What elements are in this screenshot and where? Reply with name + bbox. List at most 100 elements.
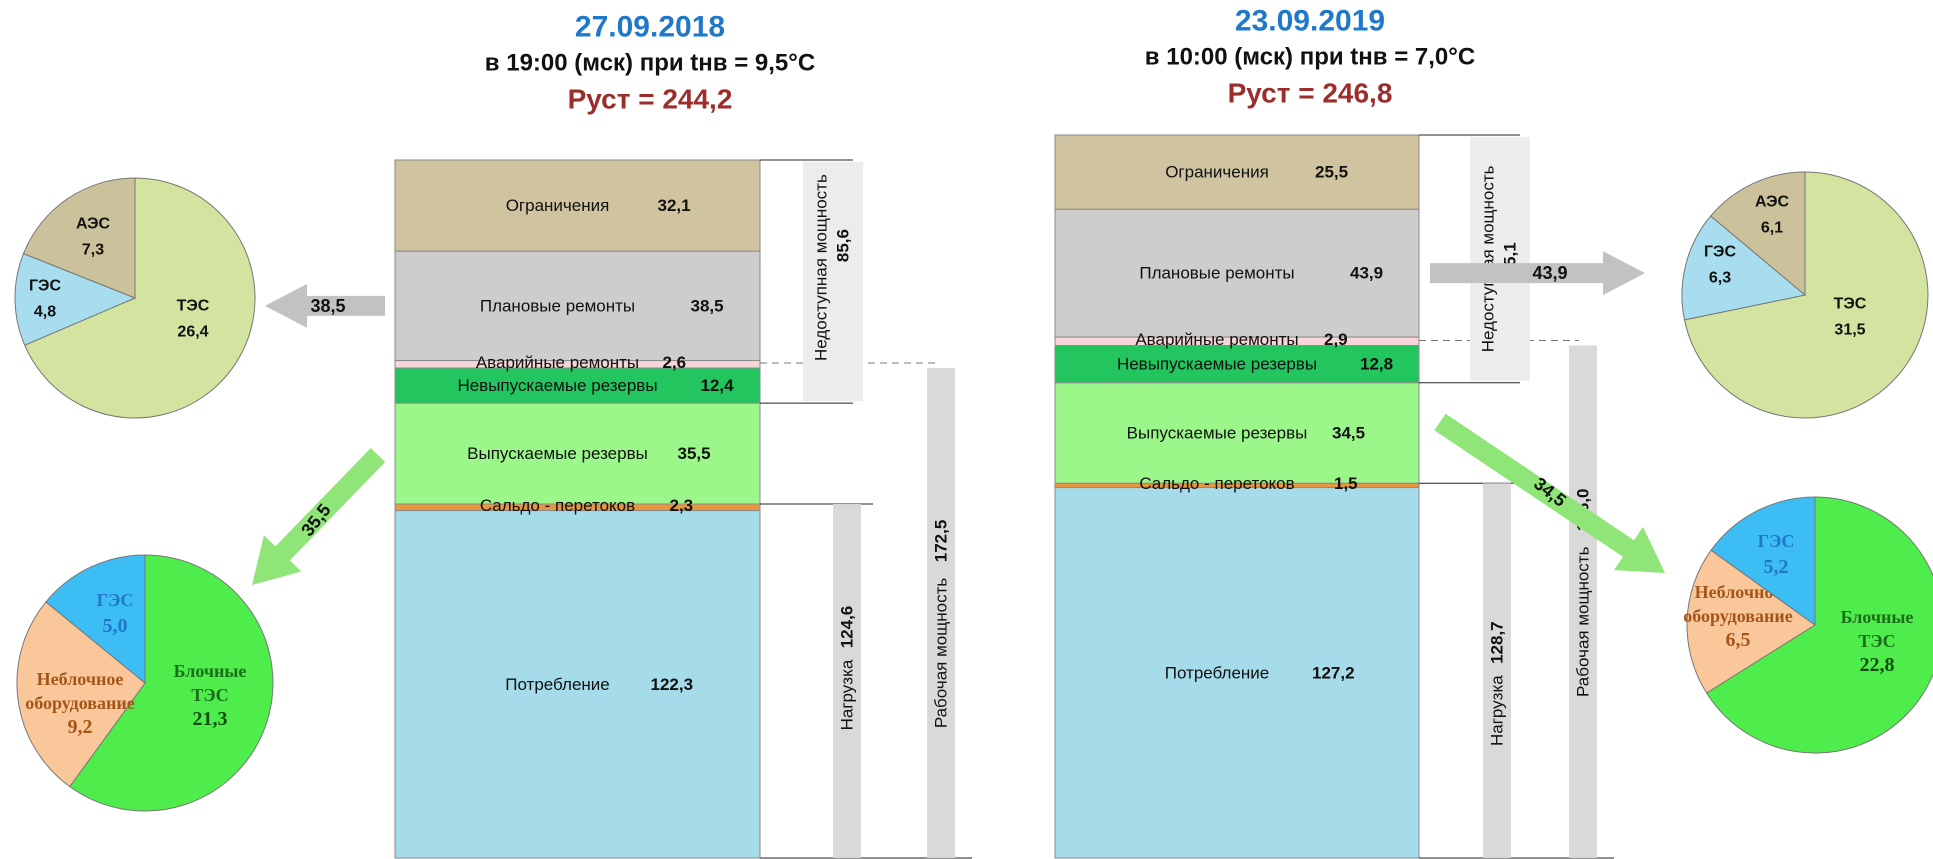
bracket-bar-load <box>833 504 861 858</box>
bracket-bar-working <box>927 367 955 858</box>
pie-value-1-1-0: 22,8 <box>1860 654 1895 676</box>
bracket-value-working: 172,5 <box>932 520 951 563</box>
green-arrow-reserves <box>1434 413 1665 573</box>
pie-value-1-1-1: 6,5 <box>1726 629 1751 651</box>
pie-value-0-0-0: 26,4 <box>177 324 208 341</box>
bar-label-1-3: Невыпускаемые резервы <box>1117 355 1317 374</box>
pie-label-1-1-0-0: Блочные <box>1841 607 1914 627</box>
chart-subtitle: в 19:00 (мск) при tнв = 9,5°С <box>485 50 815 77</box>
bar-segment-1-4 <box>1054 382 1420 484</box>
bracket-value-unavailable: 85,6 <box>834 229 853 262</box>
bracket-label-working: Рабочая мощность <box>932 578 951 729</box>
pie-slice-1-0-0 <box>1683 171 1929 419</box>
pie-slice-0-1-2 <box>45 554 146 685</box>
pie-slice-1-0-2 <box>1709 171 1806 297</box>
bar-label-1-2: Аварийные ремонты <box>1135 330 1298 349</box>
bracket-label-unavailable: Недоступная мощность <box>1479 165 1498 352</box>
bar-value-1-0: 25,5 <box>1315 163 1348 182</box>
pie-label-1-1-1-1: оборудование <box>1683 606 1793 626</box>
pie-value-0-1-2: 5,0 <box>103 615 128 637</box>
pie-value-0-0-2: 7,3 <box>82 242 104 259</box>
bar-label-1-6: Потребление <box>1165 663 1270 682</box>
bar-segment-0-1 <box>394 250 761 362</box>
bar-label-0-5: Сальдо - перетоков <box>480 496 635 515</box>
gray-arrow-value: 43,9 <box>1532 263 1567 283</box>
bracket-label-load: Нагрузка <box>838 659 857 730</box>
bracket-bar-unavailable <box>1470 137 1530 381</box>
bar-value-0-1: 38,5 <box>691 296 724 315</box>
pie-slice-0-1-1 <box>16 601 146 788</box>
bar-value-1-1: 43,9 <box>1350 264 1383 283</box>
bar-value-1-4: 34,5 <box>1332 424 1365 443</box>
pie-slice-1-1-0 <box>1705 496 1933 754</box>
pie-value-1-0-0: 31,5 <box>1834 322 1865 339</box>
bar-value-1-2: 2,9 <box>1324 330 1348 349</box>
bracket-label-load: Нагрузка <box>1488 675 1507 746</box>
bar-label-0-2: Аварийные ремонты <box>476 353 639 372</box>
pie-slice-1-1-1 <box>1686 549 1816 694</box>
pie-label-1-0-0: ТЭС <box>1834 296 1867 313</box>
panel-2019: 23.09.2019 в 10:00 (мск) при tнв = 7,0°С Р… <box>1054 5 1933 859</box>
pie-label-1-0-1: ГЭС <box>1704 244 1736 261</box>
installed-capacity-label: Руст = 244,2 <box>568 84 733 115</box>
bracket-bar-load <box>1483 483 1511 858</box>
pie-label-0-1-1-0: Неблочное <box>37 669 124 689</box>
pie-value-1-0-1: 6,3 <box>1709 270 1731 287</box>
bar-value-0-5: 2,3 <box>670 496 694 515</box>
pie-slice-0-0-1 <box>14 252 137 346</box>
bar-label-1-4: Выпускаемые резервы <box>1127 424 1308 443</box>
bar-value-0-4: 35,5 <box>678 444 711 463</box>
bar-label-0-1: Плановые ремонты <box>480 296 635 315</box>
bracket-label-unavailable: Недоступная мощность <box>812 174 831 361</box>
pie-value-1-0-2: 6,1 <box>1761 220 1783 237</box>
gray-arrow-repairs <box>265 283 385 328</box>
pie-slice-0-0-2 <box>22 177 136 299</box>
bracket-label-working: Рабочая мощность <box>1574 546 1593 697</box>
pie-value-0-1-1: 9,2 <box>68 716 93 738</box>
bar-value-0-3: 12,4 <box>701 376 735 395</box>
pie-label-0-0-0: ТЭС <box>177 298 210 315</box>
bar-value-1-5: 1,5 <box>1334 474 1358 493</box>
pie-label-0-1-0-0: Блочные <box>174 661 247 681</box>
pie-label-0-1-1-1: оборудование <box>25 693 135 713</box>
panel-2018: 27.09.2018 в 19:00 (мск) при tнв = 9,5°С Р… <box>14 11 972 859</box>
chart-subtitle: в 10:00 (мск) при tнв = 7,0°С <box>1145 44 1475 71</box>
bar-segment-0-6 <box>394 510 761 859</box>
bracket-value-load: 124,6 <box>838 606 857 649</box>
gray-arrow-repairs <box>1430 251 1645 296</box>
bar-label-0-0: Ограничения <box>506 196 610 215</box>
pie-value-0-1-0: 21,3 <box>193 708 228 730</box>
bar-segment-0-4 <box>394 402 761 505</box>
bar-segment-1-1 <box>1054 208 1420 338</box>
pie-label-1-1-2: ГЭС <box>1758 531 1795 551</box>
bar-label-0-4: Выпускаемые резервы <box>467 444 648 463</box>
bar-value-0-2: 2,6 <box>663 353 687 372</box>
green-arrow-reserves <box>252 448 386 585</box>
bar-segment-0-0 <box>394 159 761 252</box>
pie-label-0-0-2: АЭС <box>76 216 111 233</box>
bar-value-1-3: 12,8 <box>1360 355 1393 374</box>
bracket-bar-working <box>1569 345 1597 858</box>
bar-label-0-6: Потребление <box>505 675 610 694</box>
bar-label-1-1: Плановые ремонты <box>1139 264 1294 283</box>
pie-label-0-1-2: ГЭС <box>97 590 134 610</box>
pie-value-0-0-1: 4,8 <box>34 304 56 321</box>
bar-value-0-6: 122,3 <box>651 675 694 694</box>
chart-date-title: 27.09.2018 <box>575 11 725 44</box>
installed-capacity-label: Руст = 246,8 <box>1228 78 1393 109</box>
bar-value-0-0: 32,1 <box>658 196 691 215</box>
bar-value-1-6: 127,2 <box>1312 663 1355 682</box>
bracket-value-load: 128,7 <box>1488 621 1507 664</box>
pie-label-0-1-0-1: ТЭС <box>191 685 228 705</box>
pie-label-1-1-1-0: Неблочное <box>1695 582 1782 602</box>
bar-segment-1-0 <box>1054 134 1420 210</box>
chart-date-title: 23.09.2019 <box>1235 5 1385 38</box>
pie-value-1-1-2: 5,2 <box>1764 556 1789 578</box>
pie-label-1-0-2: АЭС <box>1755 194 1790 211</box>
pie-slice-1-1-2 <box>1710 496 1816 626</box>
bar-segment-1-6 <box>1054 487 1420 859</box>
pie-slice-0-1-0 <box>69 554 274 812</box>
pie-slice-0-0-0 <box>24 177 256 419</box>
bracket-bar-unavailable <box>803 162 863 402</box>
